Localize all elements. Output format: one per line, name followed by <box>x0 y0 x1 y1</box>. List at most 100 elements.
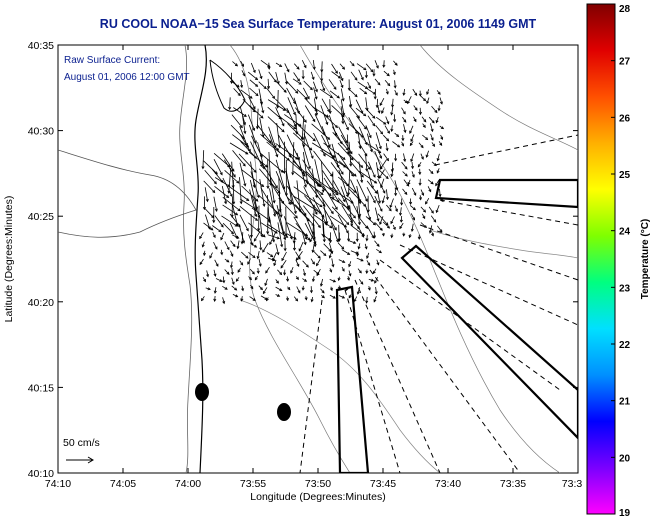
current-vector <box>348 270 351 276</box>
current-vector-head <box>215 263 219 267</box>
current-vector-head <box>418 171 422 176</box>
current-vector <box>355 99 363 114</box>
current-vector <box>320 288 325 294</box>
current-vector-head <box>385 91 389 95</box>
current-vector <box>298 241 304 252</box>
current-vector-head <box>423 209 427 213</box>
current-vector-head <box>397 144 401 148</box>
current-vector-head <box>430 181 434 185</box>
current-vector <box>312 60 315 70</box>
current-vector-head <box>254 277 258 281</box>
current-vector <box>249 242 257 248</box>
current-vector-head <box>339 141 343 145</box>
current-vector <box>249 189 257 217</box>
current-vector <box>275 71 280 84</box>
current-vector <box>280 259 287 269</box>
current-vector-head <box>345 127 349 131</box>
current-vector <box>391 107 394 115</box>
current-vector-head <box>437 91 441 95</box>
current-vector-head <box>272 257 276 262</box>
x-tick-label: 73:55 <box>240 478 266 490</box>
current-vector-head <box>393 119 397 123</box>
current-vector <box>392 98 394 107</box>
current-vector-head <box>266 298 269 302</box>
current-vector <box>312 197 328 226</box>
current-vector-head <box>365 300 369 304</box>
current-vector-head <box>287 287 291 291</box>
colorbar-tick-label: 23 <box>619 283 631 294</box>
current-vector-head <box>430 137 434 141</box>
current-vector <box>338 169 349 197</box>
current-vector <box>391 162 394 172</box>
current-vector-head <box>199 235 203 240</box>
coastline-inner <box>179 45 193 473</box>
current-vector-head <box>226 271 230 275</box>
current-vector-head <box>393 85 397 89</box>
current-vector-head <box>350 220 353 224</box>
current-vector-head <box>425 154 429 158</box>
current-vector <box>262 287 268 294</box>
current-vector <box>439 188 441 197</box>
current-vector <box>251 194 260 218</box>
current-vector-head <box>377 200 381 204</box>
current-vector-head <box>240 298 244 302</box>
current-vector-head <box>230 265 234 269</box>
current-vector-head <box>433 219 437 223</box>
current-vector-head <box>372 200 376 204</box>
current-vector-head <box>235 278 239 282</box>
annotation-line-2: August 01, 2006 12:00 GMT <box>64 72 190 83</box>
current-vector-head <box>304 297 308 301</box>
current-vector <box>329 279 336 283</box>
current-vector <box>366 225 375 239</box>
current-vector-head <box>410 228 414 233</box>
current-vector <box>304 105 316 122</box>
current-vector-head <box>322 88 326 92</box>
current-vector <box>331 206 349 225</box>
x-tick-label: 73:50 <box>305 478 331 490</box>
current-vector-head <box>410 165 415 170</box>
current-vector-head <box>232 201 236 205</box>
current-vector-head <box>426 91 430 95</box>
current-vector-head <box>402 111 406 115</box>
current-vector <box>272 252 277 261</box>
current-vector <box>301 115 305 140</box>
current-vector <box>248 251 256 258</box>
current-vector <box>331 258 334 267</box>
current-vector-head <box>321 189 325 193</box>
current-vector-head <box>251 271 255 275</box>
current-vector <box>356 206 361 225</box>
current-vector <box>238 224 245 244</box>
current-vector <box>276 122 281 148</box>
current-vector-head <box>431 233 434 237</box>
current-vector-head <box>372 222 377 226</box>
current-vector-head <box>365 270 369 275</box>
current-vector <box>321 125 331 148</box>
current-vector <box>230 240 236 247</box>
current-vector <box>356 179 368 202</box>
colorbar-tick-label: 25 <box>619 170 631 181</box>
current-vector <box>295 114 298 134</box>
current-vector-head <box>318 184 322 188</box>
current-vector-head <box>311 249 315 253</box>
current-vector <box>330 222 339 243</box>
current-vector <box>350 250 359 254</box>
current-vector-head <box>333 227 337 231</box>
current-vector <box>313 250 321 259</box>
current-vector <box>311 123 330 140</box>
current-vector-head <box>372 270 376 275</box>
current-vector <box>209 252 213 259</box>
current-vector <box>268 126 277 148</box>
current-vector-head <box>355 238 359 242</box>
current-vector <box>303 186 318 215</box>
current-vector <box>303 80 313 90</box>
current-vector-head <box>340 77 344 82</box>
current-vector <box>295 259 300 267</box>
current-vector-head <box>401 143 405 147</box>
current-vector <box>224 170 240 184</box>
current-vector <box>323 207 337 231</box>
current-vector <box>418 142 424 148</box>
current-vector-head <box>213 273 217 277</box>
current-vector <box>239 126 248 146</box>
current-vector <box>411 223 414 232</box>
current-vector <box>426 150 429 158</box>
